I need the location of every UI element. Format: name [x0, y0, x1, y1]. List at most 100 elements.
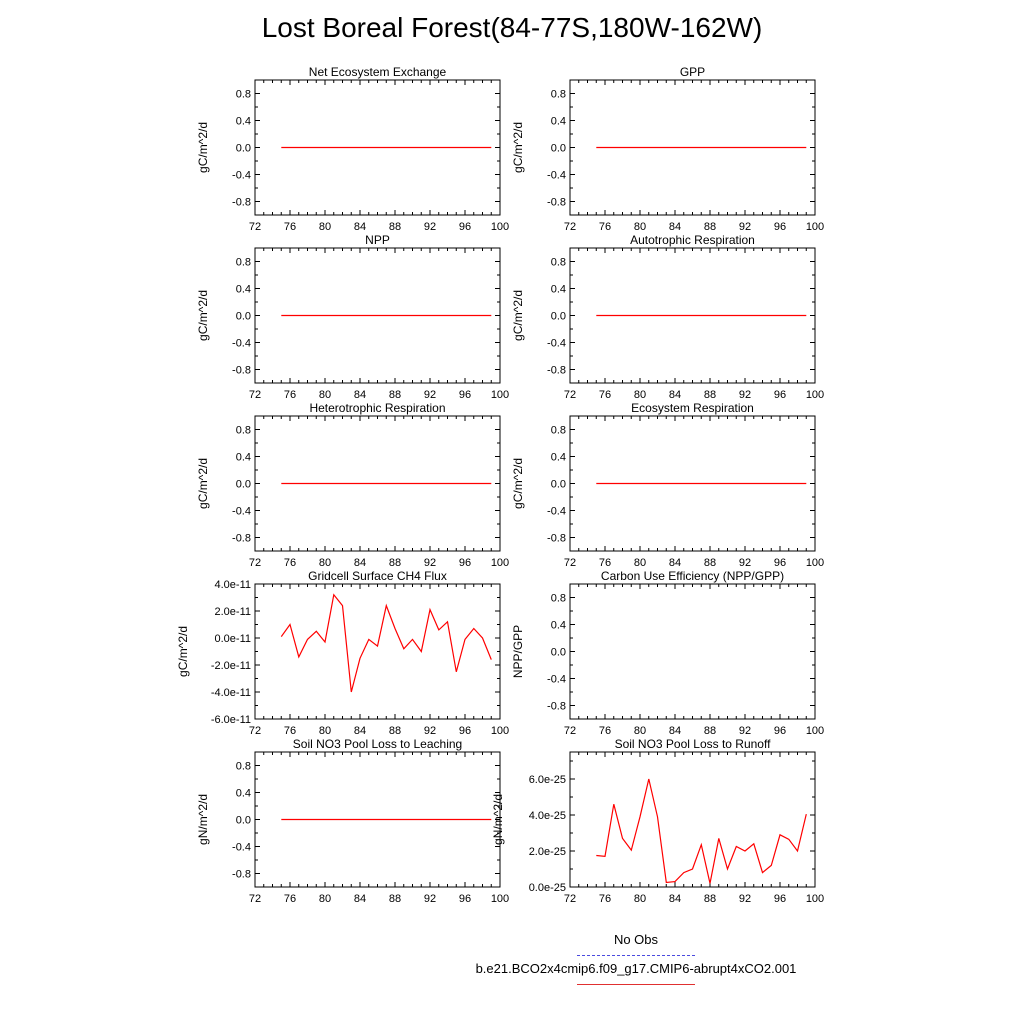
x-tick-label: 76: [284, 389, 296, 401]
y-tick-label: 0.0: [236, 311, 251, 323]
y-tick-label: 0.4: [551, 116, 566, 128]
x-tick-label: 100: [806, 725, 824, 737]
x-tick-label: 80: [634, 893, 646, 905]
x-tick-label: 72: [564, 389, 576, 401]
x-tick-label: 84: [354, 893, 366, 905]
y-tick-label: 0.0: [551, 311, 566, 323]
y-tick-label: 0.8: [551, 89, 566, 101]
x-tick-label: 72: [249, 893, 261, 905]
y-tick-label: -0.4: [547, 506, 566, 518]
x-tick-label: 96: [459, 725, 471, 737]
x-tick-label: 96: [774, 221, 786, 233]
x-tick-label: 76: [599, 725, 611, 737]
panel-4: Autotrophic Respiration gC/m^2/d 72 76 80 84 8…: [511, 233, 824, 401]
x-tick-label: 84: [354, 221, 366, 233]
x-tick-label: 92: [739, 725, 751, 737]
x-tick-label: 88: [389, 893, 401, 905]
x-tick-label: 84: [354, 557, 366, 569]
x-tick-label: 84: [669, 893, 681, 905]
y-tick-label: -0.4: [547, 674, 566, 686]
y-tick-label: 0.4: [236, 452, 251, 464]
y-tick-label: -0.4: [547, 338, 566, 350]
panel-title: NPP: [365, 233, 390, 247]
x-tick-label: 88: [389, 557, 401, 569]
x-tick-label: 100: [491, 557, 509, 569]
x-tick-label: 96: [459, 893, 471, 905]
x-tick-label: 96: [774, 893, 786, 905]
legend-case-line: [577, 984, 695, 985]
x-tick-label: 100: [806, 389, 824, 401]
panel-7: Gridcell Surface CH4 Flux gC/m^2/d 72 76 80 8…: [176, 569, 509, 737]
x-tick-label: 100: [806, 557, 824, 569]
panel-9: Soil NO3 Pool Loss to Leaching gN/m^2/d 72…: [196, 737, 509, 905]
y-tick-label: 0.8: [236, 761, 251, 773]
x-tick-label: 88: [704, 557, 716, 569]
x-tick-label: 76: [284, 725, 296, 737]
y-tick-label: -0.8: [232, 533, 251, 545]
panel-10: Soil NO3 Pool Loss to Runoff gN/m^2/d 72 76…: [491, 737, 824, 905]
y-tick-label: 0.4: [236, 116, 251, 128]
y-axis-label: gC/m^2/d: [176, 626, 190, 677]
x-tick-label: 96: [459, 221, 471, 233]
y-tick-label: 0.8: [551, 257, 566, 269]
y-tick-label: -4.0e-11: [211, 687, 251, 699]
x-tick-label: 80: [634, 557, 646, 569]
x-tick-label: 80: [319, 389, 331, 401]
x-tick-label: 72: [564, 893, 576, 905]
x-tick-label: 92: [739, 557, 751, 569]
panel-title: Autotrophic Respiration: [630, 233, 755, 247]
y-tick-label: -0.4: [232, 506, 251, 518]
legend-case-label: b.e21.BCO2x4cmip6.f09_g17.CMIP6-abrupt4x…: [475, 961, 797, 976]
y-axis-label: gN/m^2/d: [491, 794, 505, 845]
x-tick-label: 72: [564, 557, 576, 569]
panel-8: Carbon Use Efficiency (NPP/GPP) NPP/GPP 72…: [511, 569, 824, 737]
y-axis-label: gC/m^2/d: [196, 122, 210, 173]
y-tick-label: 2.0e-25: [529, 846, 566, 858]
panel-title: Heterotrophic Respiration: [309, 401, 445, 415]
y-tick-label: -0.8: [547, 533, 566, 545]
panel-title: Ecosystem Respiration: [631, 401, 754, 415]
panel-frame: [569, 751, 816, 888]
x-tick-label: 80: [319, 221, 331, 233]
y-tick-label: 0.8: [551, 593, 566, 605]
x-tick-label: 92: [424, 893, 436, 905]
x-tick-label: 96: [459, 389, 471, 401]
series-line: [280, 593, 492, 693]
panel-1: Net Ecosystem Exchange gC/m^2/d 72 76 80 84 88…: [196, 65, 509, 233]
x-tick-label: 100: [806, 221, 824, 233]
x-tick-label: 76: [599, 221, 611, 233]
x-tick-label: 96: [774, 725, 786, 737]
x-tick-label: 84: [354, 389, 366, 401]
y-tick-label: 0.4: [236, 788, 251, 800]
x-tick-label: 88: [389, 221, 401, 233]
y-tick-label: 0.4: [551, 284, 566, 296]
x-tick-label: 100: [806, 893, 824, 905]
y-tick-label: 4.0e-11: [215, 579, 252, 591]
panel-title: Gridcell Surface CH4 Flux: [308, 569, 447, 583]
x-tick-label: 80: [319, 557, 331, 569]
y-tick-label: 0.0: [236, 479, 251, 491]
series-line: [596, 778, 807, 884]
y-axis-label: gC/m^2/d: [196, 290, 210, 341]
legend-obs-label: No Obs: [613, 932, 659, 947]
x-tick-label: 80: [634, 725, 646, 737]
x-tick-label: 72: [564, 725, 576, 737]
x-tick-label: 88: [704, 725, 716, 737]
x-tick-label: 84: [354, 725, 366, 737]
x-tick-label: 72: [249, 725, 261, 737]
x-tick-label: 92: [424, 221, 436, 233]
panel-6: Ecosystem Respiration gC/m^2/d 72 76 80 84 88 9…: [511, 401, 824, 569]
x-tick-label: 92: [424, 557, 436, 569]
x-tick-label: 88: [389, 725, 401, 737]
panel-3: NPP gC/m^2/d 72 76 80 84 88 92 96 100 0.8 0.4 0.0 -0.…: [196, 233, 509, 401]
y-tick-label: 2.0e-11: [215, 606, 252, 618]
x-tick-label: 100: [491, 725, 509, 737]
y-tick-label: -0.8: [547, 197, 566, 209]
x-tick-label: 76: [284, 221, 296, 233]
y-tick-label: -2.0e-11: [211, 660, 251, 672]
y-tick-label: -0.4: [232, 170, 251, 182]
panel-frame: [254, 583, 501, 720]
x-tick-label: 80: [634, 389, 646, 401]
y-tick-label: 0.8: [236, 89, 251, 101]
x-tick-label: 80: [319, 893, 331, 905]
